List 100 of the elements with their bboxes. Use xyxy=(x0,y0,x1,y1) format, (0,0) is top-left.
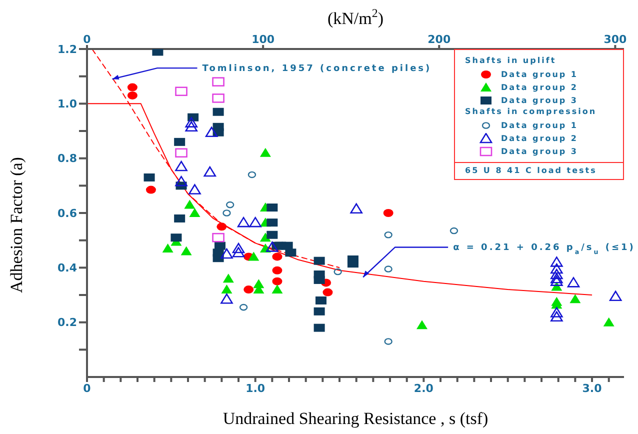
annotation: Shafts in compression xyxy=(465,107,598,116)
x2-tick-label: 0 xyxy=(83,33,92,46)
point xyxy=(347,260,358,268)
point xyxy=(266,242,278,252)
x-axis-title: Undrained Shearing Resistance , s (tsf) xyxy=(222,409,488,428)
point xyxy=(127,83,138,92)
point xyxy=(232,246,245,258)
point xyxy=(212,77,224,86)
point xyxy=(285,248,296,257)
x2-tick-label: 300 xyxy=(604,33,628,46)
point xyxy=(220,293,233,304)
point xyxy=(212,232,224,242)
x-tick-label: 2.0 xyxy=(414,382,434,395)
point xyxy=(550,307,563,318)
point xyxy=(204,166,216,177)
point xyxy=(127,91,138,100)
y-tick-label: 0.6 xyxy=(58,206,78,220)
point xyxy=(212,254,224,262)
point xyxy=(550,276,563,286)
legend-label: Data group 2 xyxy=(501,134,578,143)
y-tick-label: 1.2 xyxy=(58,42,77,56)
point xyxy=(185,121,198,132)
point xyxy=(272,284,283,294)
point xyxy=(314,276,325,284)
point xyxy=(550,263,563,274)
point xyxy=(222,274,234,283)
point xyxy=(384,266,392,272)
y-tick-label: 1.0 xyxy=(58,98,78,111)
point xyxy=(383,209,394,217)
point xyxy=(205,126,218,138)
point xyxy=(603,317,614,326)
point xyxy=(232,242,245,254)
legend-label: Data group 3 xyxy=(501,96,578,105)
point xyxy=(188,184,201,194)
point xyxy=(221,284,232,294)
point xyxy=(322,288,333,296)
point xyxy=(260,148,271,157)
point xyxy=(185,117,198,128)
point xyxy=(212,108,224,116)
annotation: Tomlinson, 1957 (concrete piles) xyxy=(202,64,432,74)
point xyxy=(174,214,186,222)
y-tick-label: 0.2 xyxy=(58,316,77,330)
y-tick-label: 0.4 xyxy=(58,262,78,275)
point xyxy=(146,186,156,194)
point xyxy=(266,204,278,212)
x2-tick-label: 200 xyxy=(428,33,451,46)
x-tick-label: 1.0 xyxy=(246,382,266,395)
legend-label: Data group 3 xyxy=(501,147,578,156)
point xyxy=(226,201,234,208)
point xyxy=(170,234,182,242)
point xyxy=(212,94,224,103)
point xyxy=(450,227,458,234)
point xyxy=(550,311,563,322)
point xyxy=(416,320,428,330)
point xyxy=(184,200,196,209)
point xyxy=(175,148,188,158)
point xyxy=(609,290,622,302)
point xyxy=(314,256,325,265)
y-axis-title: Adhesion Factor (a) xyxy=(7,157,26,293)
point xyxy=(174,138,186,146)
point xyxy=(189,208,200,217)
point xyxy=(144,173,155,182)
point xyxy=(175,176,188,186)
point xyxy=(272,252,282,261)
point xyxy=(272,266,282,274)
point xyxy=(220,248,233,259)
point xyxy=(570,294,581,304)
x-tick-label: 3.0 xyxy=(582,382,602,395)
point xyxy=(567,277,580,288)
x2-tick-label: 100 xyxy=(252,33,275,46)
annotation: α = 0.21 + 0.26 p$_{a}$/s$_{u}$ (≤1) xyxy=(453,243,636,256)
point xyxy=(384,338,392,345)
point xyxy=(272,277,282,286)
x-tick-label: 0 xyxy=(83,382,92,395)
point xyxy=(249,216,262,228)
annotation: Shafts in uplift xyxy=(465,56,558,65)
point xyxy=(315,296,326,304)
point xyxy=(175,86,188,96)
legend-label: Data group 2 xyxy=(501,83,578,92)
legend-label: Data group 1 xyxy=(501,70,578,79)
point xyxy=(266,230,278,239)
point xyxy=(222,210,231,216)
point xyxy=(216,222,227,231)
point xyxy=(239,304,248,311)
x2-axis-title: (kN/m$^{2}$) xyxy=(327,6,384,28)
point xyxy=(248,252,260,261)
point xyxy=(248,171,256,178)
point xyxy=(175,160,188,172)
point xyxy=(237,216,250,228)
point xyxy=(266,218,278,227)
y-tick-label: 0.8 xyxy=(58,152,77,166)
point xyxy=(550,268,563,280)
point xyxy=(384,231,392,238)
point xyxy=(334,268,342,276)
point xyxy=(314,307,325,316)
legend-label: Data group 1 xyxy=(501,121,578,130)
point xyxy=(350,203,362,214)
point xyxy=(550,272,563,284)
point xyxy=(314,324,325,332)
point xyxy=(180,246,192,256)
